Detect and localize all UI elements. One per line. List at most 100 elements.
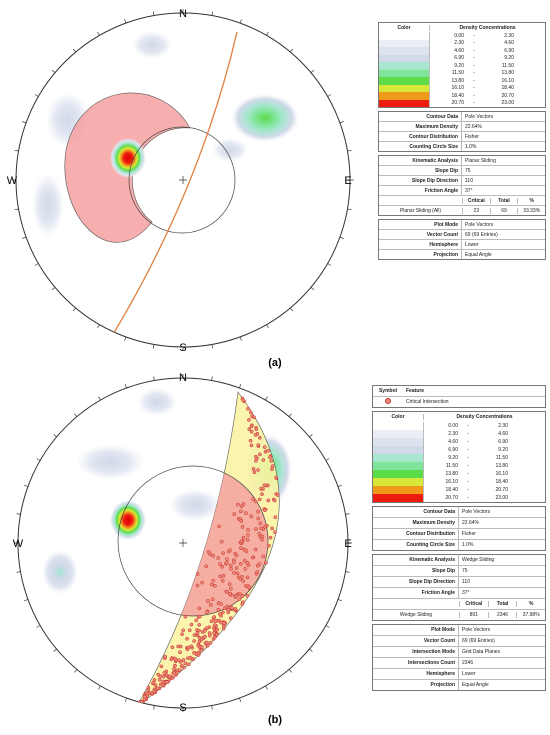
info-label: Contour Data <box>373 507 459 517</box>
info-row: Contour Distribution Fisher <box>379 131 545 141</box>
intersection-point <box>229 567 233 571</box>
swatch <box>379 47 430 55</box>
intersection-point <box>218 562 222 566</box>
intersection-point <box>251 467 256 471</box>
contour <box>231 94 299 142</box>
info-value: 22.64% <box>465 123 482 130</box>
bin-low: 0.00 <box>454 32 464 39</box>
info-row: Maximum Density 22.64% <box>379 121 545 131</box>
intersection-point <box>257 497 262 502</box>
info-row: Vector Count 69 (69 Entries) <box>373 635 545 646</box>
swatch <box>379 92 430 100</box>
info-label: Hemisphere <box>379 240 462 249</box>
intersection-point <box>273 530 277 534</box>
bin-high: 18.40 <box>501 85 514 92</box>
bin-high: 23.00 <box>495 495 508 501</box>
intersection-point <box>210 597 215 602</box>
intersection-point <box>232 570 237 575</box>
info-row: Contour Data Pole Vectors <box>379 112 545 121</box>
intersection-point <box>251 497 256 501</box>
intersection-point <box>195 631 200 635</box>
intersection-point <box>239 539 244 544</box>
swatch <box>379 32 430 40</box>
separator: - <box>467 495 469 501</box>
intersection-point <box>152 689 156 694</box>
bin-low: 20.70 <box>451 100 464 107</box>
intersection-point <box>168 674 172 679</box>
contours <box>42 388 292 707</box>
info-label: Intersection Mode <box>373 647 459 657</box>
intersection-point <box>209 582 214 587</box>
intersection-point <box>143 694 147 699</box>
tick <box>152 11 155 16</box>
swatch <box>379 99 430 107</box>
swatch <box>379 84 430 92</box>
result-total: 69 <box>489 207 518 214</box>
info-row: Intersections Count 2346 <box>373 657 545 668</box>
intersection-point <box>233 607 238 611</box>
tick <box>265 685 268 690</box>
intersection-point <box>239 546 243 550</box>
intersection-point <box>266 498 271 503</box>
intersection-point <box>268 535 273 540</box>
symbol-cell <box>373 398 403 406</box>
intersection-point <box>260 492 264 496</box>
info-row: Kinematic Analysis Wedge Sliding <box>373 555 545 565</box>
intersection-point <box>199 637 204 642</box>
info-table: Contour Data Pole Vectors Maximum Density 2… <box>372 506 546 551</box>
intersection-point <box>192 651 196 655</box>
tick <box>290 48 294 53</box>
info-label: Plot Mode <box>373 625 459 635</box>
bin-low: 6.90 <box>454 55 464 62</box>
header-row: Color Density Concentrations <box>379 23 545 32</box>
separator: - <box>467 463 469 469</box>
intersection-point <box>221 610 225 615</box>
intersection-point <box>197 614 202 619</box>
friction-cone <box>128 126 236 234</box>
intersection-point <box>240 594 245 598</box>
intersection-point <box>197 606 202 611</box>
info-label: Counting Circle Size <box>373 540 459 550</box>
bin-low: 13.80 <box>445 471 458 477</box>
info-row: Maximum Density 22.64% <box>373 517 545 528</box>
intersection-point <box>256 468 260 472</box>
separator: - <box>473 55 475 62</box>
tick <box>16 571 21 573</box>
swatch <box>373 446 424 454</box>
intersection-point <box>217 524 221 529</box>
intersection-point <box>183 661 188 666</box>
intersection-point <box>238 576 243 581</box>
result-critical: 23 <box>462 207 490 214</box>
info-table: Plot Mode Pole Vectors Vector Count 69 (69 … <box>378 219 546 260</box>
tick <box>325 625 330 628</box>
intersection-point <box>262 483 267 488</box>
intersection-point <box>211 553 216 558</box>
intersection-point <box>215 627 220 632</box>
tick <box>239 697 242 702</box>
info-value: 1.0% <box>462 542 474 548</box>
info-label: Intersections Count <box>373 658 459 668</box>
west-label: W <box>13 538 24 550</box>
intersection-point <box>235 502 240 507</box>
intersection-point <box>260 534 265 539</box>
contour <box>169 489 221 521</box>
info-row: Slope Dip Direction 110 <box>373 576 545 587</box>
intersection-point <box>245 561 250 565</box>
intersection-point <box>238 561 243 566</box>
info-value: Equal Angle <box>462 682 489 688</box>
legend-row: 20.70 - 23.00 <box>373 494 545 502</box>
intersection-point <box>259 526 263 531</box>
bin-low: 11.50 <box>451 70 464 77</box>
legend-row: 6.90 - 9.20 <box>373 446 545 454</box>
info-label: Hemisphere <box>373 669 459 679</box>
intersection-point <box>228 591 232 596</box>
info-value: 37° <box>465 187 473 194</box>
result-header-cell: % <box>517 197 545 204</box>
separator: - <box>467 471 469 477</box>
intersection-point <box>192 633 197 637</box>
bin-low: 16.10 <box>445 479 458 485</box>
center-cross <box>179 539 187 547</box>
tick <box>124 384 127 389</box>
info-label: Slope Dip <box>373 566 459 576</box>
info-table: Kinematic Analysis Planar Sliding Slope Di… <box>378 155 546 216</box>
